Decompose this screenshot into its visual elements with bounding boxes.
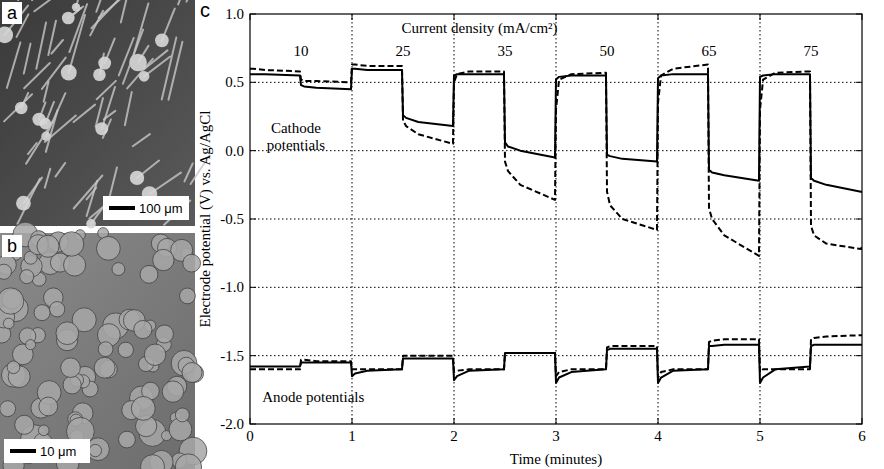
series-line — [250, 345, 862, 383]
panel-letter: b — [7, 236, 17, 256]
tick — [856, 150, 862, 151]
tick — [250, 150, 256, 151]
scale-label: 100 μm — [139, 201, 183, 216]
micrograph — [0, 233, 195, 469]
tick — [760, 418, 761, 424]
annotation: Current density (mA/cm²) — [401, 20, 557, 37]
y-tick-label: 0.5 — [225, 74, 244, 90]
tick — [856, 219, 862, 220]
scale-bar — [109, 206, 135, 210]
tick — [856, 287, 862, 288]
tick — [454, 14, 455, 20]
series-line — [250, 65, 862, 256]
y-tick-label: -2.0 — [220, 416, 244, 432]
current-density-label: 50 — [600, 43, 615, 59]
lines — [250, 65, 862, 383]
current-density-label: 10 — [294, 43, 309, 59]
tick — [250, 219, 256, 220]
scale-label: 10 μm — [40, 444, 76, 459]
figure: a100 μmb10 μm0123456-2.0-1.5-1.0-0.50.00… — [0, 0, 884, 469]
tick — [250, 82, 256, 83]
panel-letter: c — [200, 0, 210, 21]
tick — [556, 14, 557, 20]
x-tick-label: 4 — [654, 428, 662, 444]
plot-frame — [250, 14, 862, 424]
grid-line — [250, 287, 862, 288]
micrograph — [0, 0, 195, 226]
current-density-label: 35 — [498, 43, 513, 59]
current-density-label: 75 — [804, 43, 819, 59]
scale-box — [103, 196, 189, 220]
scale-bar — [10, 449, 36, 453]
x-tick-label: 6 — [858, 428, 866, 444]
tick — [760, 14, 761, 20]
annotation: Anode potentials — [262, 389, 364, 405]
tick — [556, 418, 557, 424]
x-tick-label: 0 — [246, 428, 254, 444]
image-panel: b 10 μm — [0, 222, 207, 469]
tick — [352, 14, 353, 20]
x-tick-label: 3 — [552, 428, 560, 444]
annotation: Cathodepotentials — [267, 120, 325, 153]
tick — [658, 418, 659, 424]
x-axis-title: Time (minutes) — [510, 451, 602, 468]
y-tick-label: 0.0 — [225, 143, 244, 159]
image-panel: a 100 μm — [0, 0, 209, 229]
tick — [250, 287, 256, 288]
y-tick-label: -1.0 — [220, 279, 244, 295]
x-tick-label: 1 — [348, 428, 356, 444]
tick — [352, 418, 353, 424]
texture — [0, 0, 209, 229]
y-tick-label: 1.0 — [225, 6, 244, 22]
y-axis-title: Electrode potential (V) vs. Ag/AgCl — [197, 110, 214, 327]
scale-box — [4, 439, 90, 463]
grid-line — [250, 219, 862, 220]
y-tick-label: -0.5 — [220, 211, 244, 227]
y-tick-label: -1.5 — [220, 348, 244, 364]
tick — [856, 82, 862, 83]
chart: 0 1 2 3 4 5 6 -2.0 -1.5 -1.0 -0.5 0.0 0.5 1.0 Current … — [197, 0, 866, 468]
current-density-label: 25 — [396, 43, 411, 59]
grid — [250, 14, 862, 424]
current-density-label: 65 — [702, 43, 717, 59]
texture — [0, 222, 207, 469]
tick — [658, 14, 659, 20]
tick — [856, 355, 862, 356]
series-line — [250, 335, 862, 377]
x-tick-label: 2 — [450, 428, 458, 444]
x-tick-label: 5 — [756, 428, 764, 444]
tick — [250, 355, 256, 356]
panel-letter: a — [7, 3, 18, 23]
tick — [454, 418, 455, 424]
